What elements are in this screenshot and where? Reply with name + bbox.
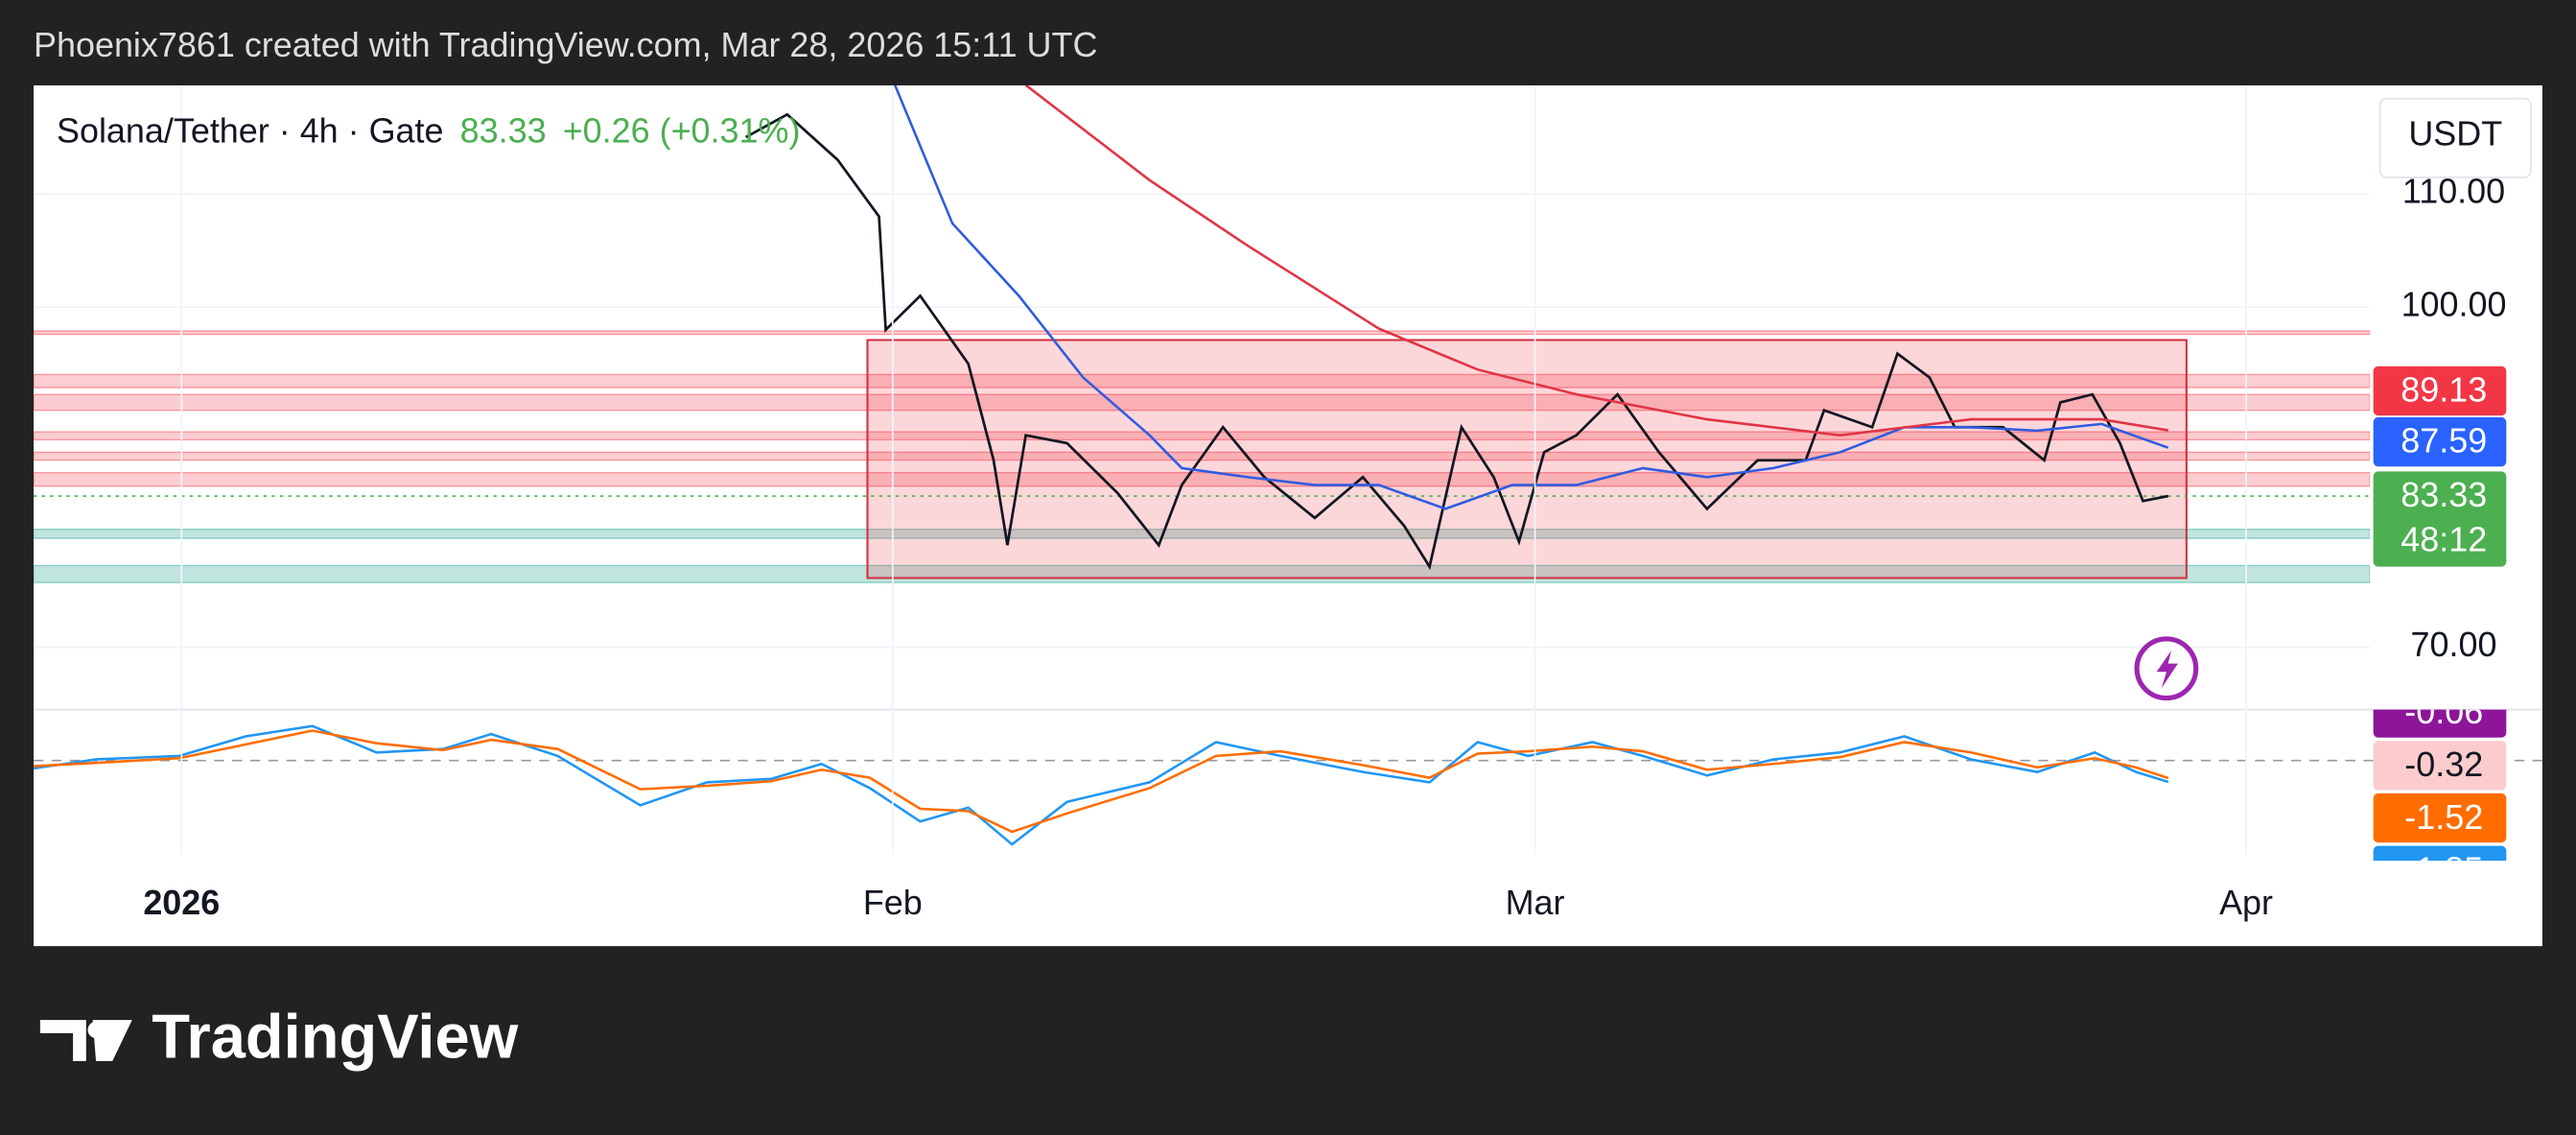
legend-row: Solana/Tether · 4h · Gate 83.33 +0.26 (+0.…	[57, 110, 800, 150]
x-tick-label: Mar	[1506, 883, 1565, 922]
price-label-box	[2373, 416, 2507, 467]
bolt	[2156, 650, 2178, 689]
macd-pane	[34, 724, 2371, 846]
brand: TradingView	[152, 1002, 518, 1072]
macd-label-box	[2373, 741, 2507, 791]
resistance-band	[34, 393, 2371, 412]
currency-box[interactable]	[2378, 97, 2532, 178]
header-text: Phoenix7861 created with TradingView.com…	[34, 25, 1097, 64]
macd-label: -1.85	[2404, 850, 2483, 889]
support-band	[34, 528, 2371, 539]
price-pane	[34, 85, 2371, 649]
price-label-box	[2373, 471, 2507, 567]
resistance-band	[34, 431, 2371, 441]
macd-label-box	[2373, 709, 2507, 738]
price-line	[893, 85, 2169, 510]
price-label: 89.13	[2400, 370, 2487, 410]
macd-label-box	[2373, 792, 2507, 843]
x-tick-label: Feb	[863, 883, 923, 922]
price-line	[1024, 85, 2169, 437]
resistance-band	[34, 373, 2371, 389]
logo-dot	[87, 1021, 105, 1038]
macd-label: -0.32	[2404, 745, 2483, 784]
macd-label-box	[2373, 845, 2507, 862]
range-zone	[866, 339, 2188, 579]
last-price: 83.33	[460, 110, 547, 150]
logo-mark	[39, 1020, 132, 1061]
chart-panel	[34, 85, 2542, 947]
currency[interactable]: USDT	[2408, 114, 2502, 154]
countdown: 48:12	[2400, 519, 2487, 558]
price-change: +0.26 (+0.31%)	[563, 110, 801, 150]
macd-line	[34, 729, 2169, 834]
x-tick-label: 2026	[143, 883, 220, 922]
macd-label: -1.52	[2404, 797, 2483, 837]
resistance-band	[34, 471, 2371, 487]
macd-labels: -0.06 -0.32 -1.52 -1.85	[2373, 692, 2507, 889]
symbol: Solana/Tether · 4h · Gate	[57, 110, 444, 150]
y-tick-label: 100.00	[2401, 285, 2507, 324]
x-tick-label: Apr	[2219, 883, 2273, 922]
price-label: 87.59	[2400, 421, 2487, 461]
macd-label: -0.06	[2404, 692, 2483, 731]
resistance-band	[34, 330, 2371, 336]
price-label: 83.33	[2400, 475, 2487, 514]
y-tick-label: 70.00	[2411, 625, 2497, 664]
overlay: 89.13 87.59 83.33 48:12 -0.06 -0.32 -1.52 -1.85	[2370, 366, 2542, 889]
price-label-box	[2373, 366, 2507, 416]
